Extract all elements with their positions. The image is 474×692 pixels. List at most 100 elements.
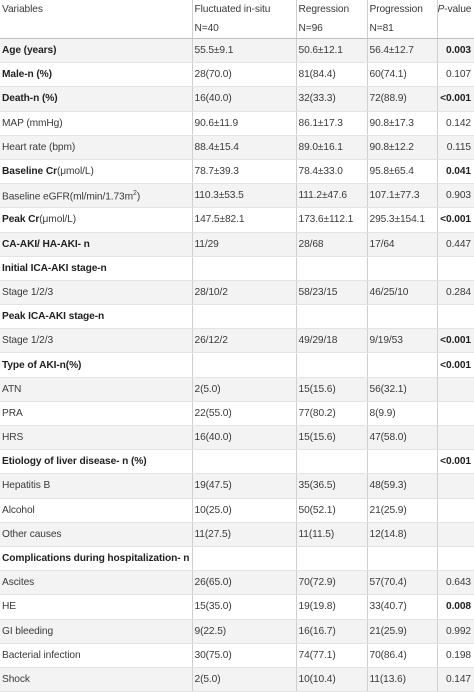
cell-fluctuated-text: 2(5.0) — [194, 673, 221, 685]
cell-regression: 173.6±112.1 — [296, 207, 368, 233]
cell-regression: 15(15.6) — [296, 425, 368, 451]
row-label-unit: (μmol/L) — [39, 214, 77, 226]
table-row: Stage 1/2/3 26/12/2 49/29/18 9/19/53 <0.001 — [0, 328, 474, 354]
cell-regression: 81(84.4) — [296, 62, 368, 88]
cell-progression-text: 90.8±12.2 — [369, 141, 414, 153]
cell-fluctuated-text: 78.7±39.3 — [194, 166, 239, 178]
row-label-text: Male-n (%) — [2, 69, 52, 81]
cell-pvalue: <0.001 — [437, 449, 474, 475]
row-label: ATN — [0, 377, 193, 402]
cell-regression-text: 77(80.2) — [298, 407, 336, 419]
cell-regression — [296, 256, 368, 281]
cell-fluctuated: 22(55.0) — [192, 401, 297, 427]
cell-fluctuated-text: 9(22.5) — [194, 625, 227, 637]
cell-pvalue: 0.107 — [437, 62, 474, 88]
cell-regression — [296, 352, 368, 378]
cell-regression-text: 81(84.4) — [298, 69, 336, 81]
table-row: Ascites 26(65.0) 70(72.9) 57(70.4) 0.643 — [0, 570, 474, 596]
cell-fluctuated-text: 11(27.5) — [194, 528, 231, 540]
cell-progression: 33(40.7) — [367, 594, 438, 620]
cell-regression: 11(11.5) — [296, 522, 368, 547]
header-empty — [0, 19, 193, 39]
header-n-empty — [437, 19, 474, 39]
cell-regression-text: 10(10.4) — [298, 673, 336, 685]
cell-progression-text: 60(74.1) — [369, 69, 407, 81]
table-row: Shock 2(5.0) 10(10.4) 11(13.6) 0.147 — [0, 667, 474, 692]
row-label-text: Age (years) — [2, 45, 57, 57]
cell-progression: 8(9.9) — [367, 401, 438, 427]
pvalue-italic-p: P — [437, 4, 445, 15]
cell-progression-text: 11(13.6) — [369, 673, 406, 685]
cell-progression — [367, 546, 438, 572]
cell-regression-text: 28/68 — [298, 238, 324, 250]
row-label-unit: (μmol/L) — [56, 166, 94, 178]
table-row: Etiology of liver disease- n (%) <0.001 — [0, 449, 474, 475]
cell-regression: 86.1±17.3 — [296, 111, 368, 136]
row-label: Peak Cr(μmol/L) — [0, 207, 193, 233]
table-row: GI bleeding 9(22.5) 16(16.7) 21(25.9) 0.992 — [0, 619, 474, 644]
cell-pvalue-text: <0.001 — [440, 456, 471, 468]
cell-fluctuated: 88.4±15.4 — [192, 135, 297, 160]
row-label-sup: 2 — [133, 189, 137, 197]
cell-fluctuated-text: 28(70.0) — [194, 69, 232, 81]
cell-fluctuated-text: 26/12/2 — [194, 335, 228, 347]
row-label-text: Ascites — [2, 577, 35, 589]
cell-pvalue-text: <0.001 — [440, 335, 471, 347]
row-label: CA-AKI/ HA-AKI- n — [0, 232, 193, 257]
cell-pvalue — [437, 377, 474, 402]
cell-fluctuated: 147.5±82.1 — [192, 207, 297, 233]
table-row: Peak ICA-AKI stage-n — [0, 304, 474, 330]
cell-regression-text: 50.6±12.1 — [298, 45, 343, 57]
cell-progression: 107.1±77.3 — [367, 183, 438, 209]
cell-regression: 35(36.5) — [296, 473, 368, 499]
cell-regression-text: 173.6±112.1 — [298, 214, 354, 226]
cell-fluctuated: 9(22.5) — [192, 619, 297, 644]
cell-progression: 46/25/10 — [367, 280, 438, 306]
cell-fluctuated-text: 90.6±11.9 — [194, 117, 239, 129]
table-row: Death-n (%) 16(40.0) 32(33.3) 72(88.9) <0.00… — [0, 86, 474, 112]
cell-regression-text: 49/29/18 — [298, 335, 338, 347]
cell-progression: 47(58.0) — [367, 425, 438, 451]
cell-fluctuated-text: 28/10/2 — [194, 286, 228, 298]
cell-regression-text: 32(33.3) — [298, 93, 336, 105]
cell-progression: 9/19/53 — [367, 328, 438, 354]
cell-regression-text: 70(72.9) — [298, 577, 336, 589]
header-group-regression: Regression — [296, 0, 368, 19]
cell-fluctuated-text: 147.5±82.1 — [194, 214, 245, 226]
cell-pvalue — [437, 473, 474, 499]
cell-fluctuated-text: 30(75.0) — [194, 649, 232, 661]
cell-progression-text: 33(40.7) — [369, 601, 407, 613]
cell-fluctuated-text: 26(65.0) — [194, 577, 232, 589]
pvalue-suffix: -value — [444, 4, 472, 15]
table-row: Hepatitis B 19(47.5) 35(36.5) 48(59.3) — [0, 473, 474, 499]
row-label-text: HRS — [2, 432, 24, 444]
cell-regression: 28/68 — [296, 232, 368, 257]
cell-fluctuated: 28/10/2 — [192, 280, 297, 306]
cell-regression-text: 15(15.6) — [298, 383, 336, 395]
cell-progression: 48(59.3) — [367, 473, 438, 499]
row-label-text: Heart rate (bpm) — [2, 141, 76, 153]
table-row: Baseline Cr(μmol/L) 78.7±39.3 78.4±33.0 95.… — [0, 159, 474, 185]
row-label: Baseline eGFR(ml/min/1.73m2) — [0, 183, 193, 209]
row-label-unit: (ml/min/1.73m — [69, 190, 134, 202]
cell-fluctuated: 15(35.0) — [192, 594, 297, 620]
cell-pvalue — [437, 304, 474, 330]
header-variables: Variables — [0, 0, 193, 19]
cell-fluctuated: 90.6±11.9 — [192, 111, 297, 136]
header-group-progression: Progression — [367, 0, 438, 19]
cell-pvalue: 0.643 — [437, 570, 474, 596]
cell-progression: 57(70.4) — [367, 570, 438, 596]
table-row: Peak Cr(μmol/L) 147.5±82.1 173.6±112.1 295.… — [0, 207, 474, 233]
row-label: Alcohol — [0, 498, 193, 523]
cell-regression: 10(10.4) — [296, 667, 368, 692]
cell-regression: 32(33.3) — [296, 86, 368, 112]
table-row: Baseline eGFR(ml/min/1.73m2) 110.3±53.5 11… — [0, 183, 474, 209]
cell-progression-text: 107.1±77.3 — [369, 190, 420, 202]
table-row: CA-AKI/ HA-AKI- n 11/29 28/68 17/64 0.447 — [0, 232, 474, 257]
row-label-text: MAP (mmHg) — [2, 117, 63, 129]
cell-regression: 78.4±33.0 — [296, 159, 368, 185]
cell-progression-text: 12(14.8) — [369, 528, 407, 540]
cell-regression — [296, 449, 368, 475]
